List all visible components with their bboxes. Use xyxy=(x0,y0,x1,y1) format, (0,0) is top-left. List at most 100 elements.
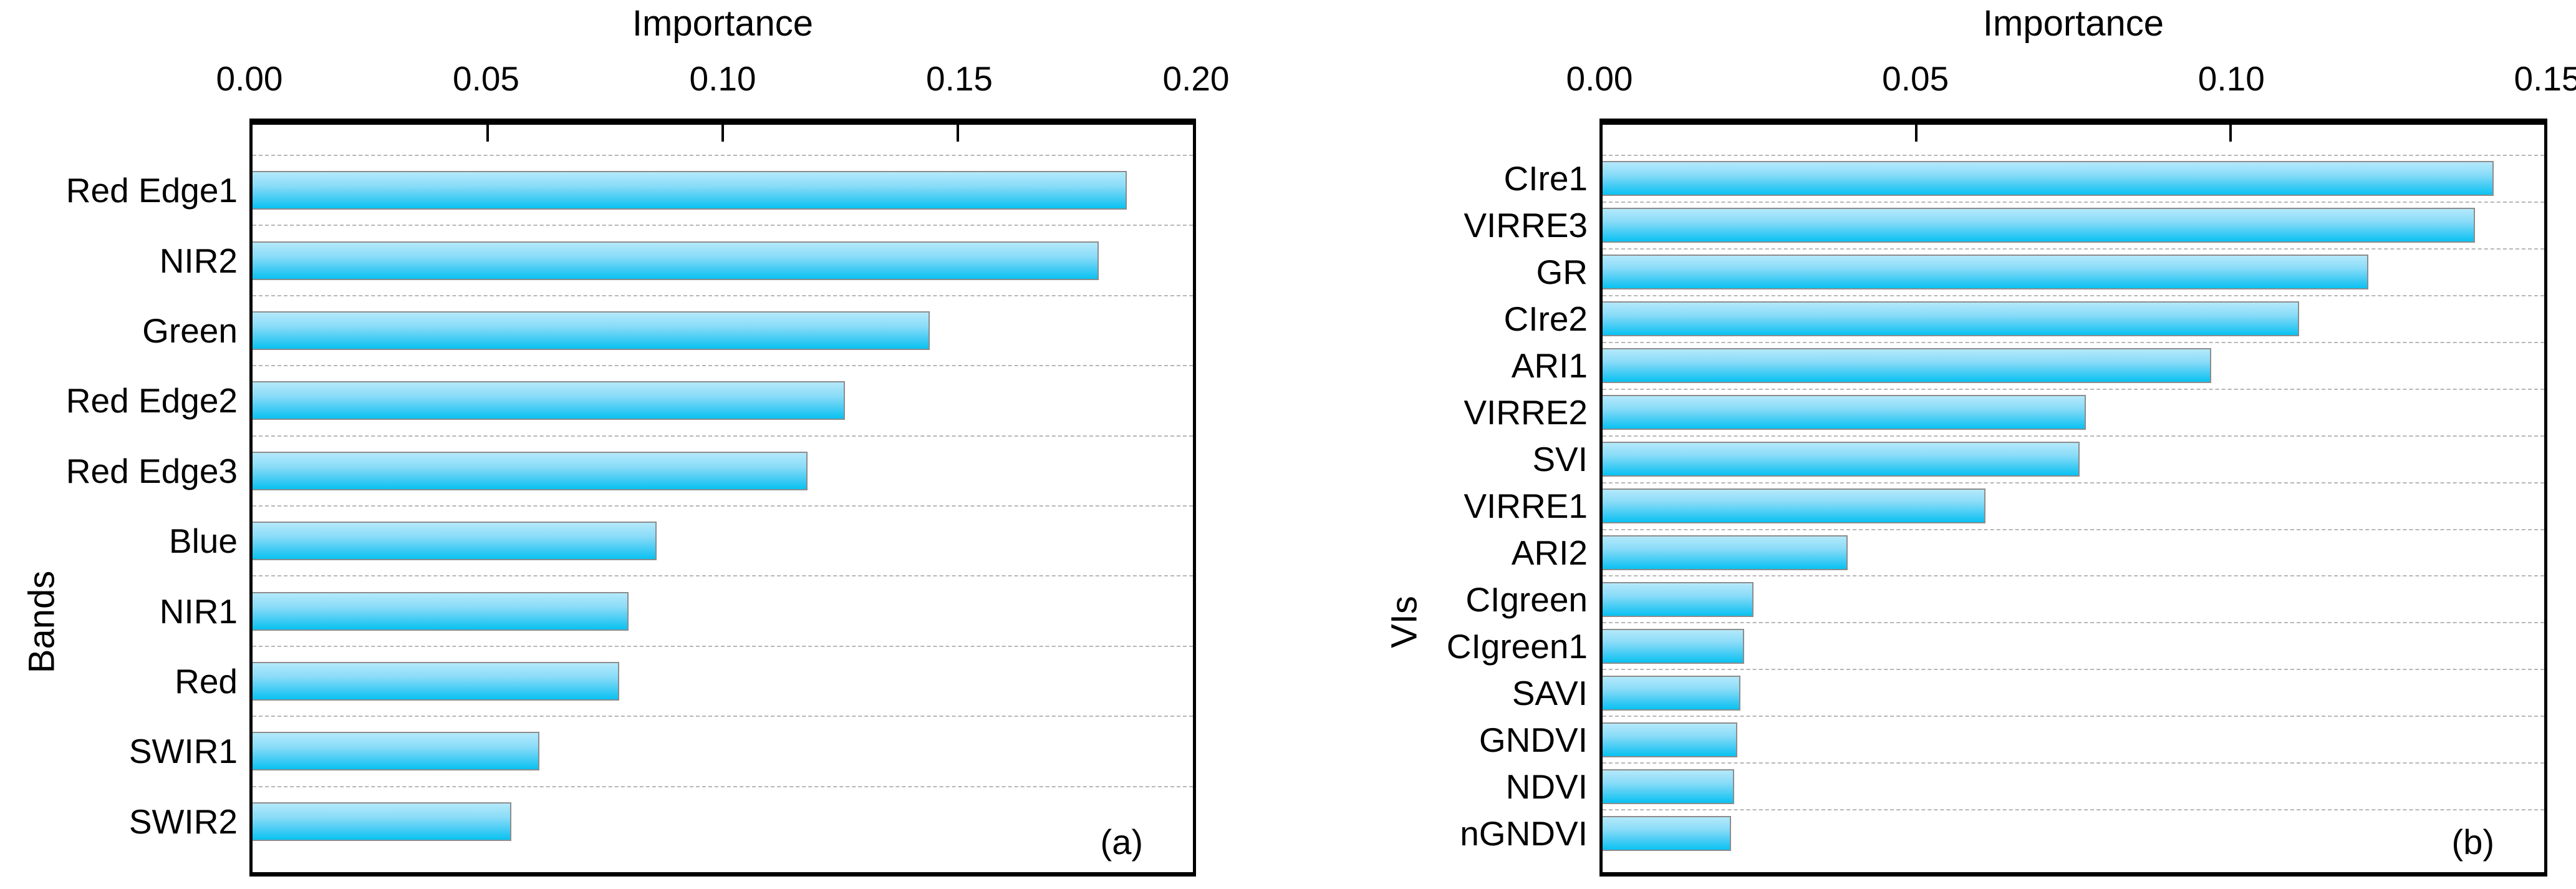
importance-bar xyxy=(1603,255,2369,290)
x-tick-mark xyxy=(957,125,959,142)
category-row: Blue xyxy=(169,505,1193,575)
category-row: ARI2 xyxy=(1512,528,2544,576)
category-row: VIRRE1 xyxy=(1464,482,2544,529)
importance-bar xyxy=(1603,815,1732,851)
category-label: CIgreen1 xyxy=(1446,626,1588,666)
importance-bar xyxy=(253,171,1127,210)
category-label: Red xyxy=(175,662,238,701)
category-label: SAVI xyxy=(1512,673,1588,712)
category-row: CIgreen1 xyxy=(1447,622,2544,669)
importance-bar xyxy=(253,451,808,490)
x-tick-labels: 0.00 0.05 0.10 0.15 xyxy=(1566,59,2576,99)
category-row: SAVI xyxy=(1512,669,2544,716)
panel-b: Importance 0.00 0.05 0.10 0.15 CIre1 VIRRE3 G… xyxy=(1384,0,2576,889)
category-row: VIRRE2 xyxy=(1464,388,2544,435)
category-row: CIre2 xyxy=(1504,294,2544,342)
importance-bar xyxy=(253,522,657,561)
importance-bar xyxy=(253,241,1099,280)
category-label: VIRRE3 xyxy=(1464,206,1588,245)
x-tick-label: 0.00 xyxy=(216,59,283,98)
category-row: SWIR1 xyxy=(129,716,1193,785)
importance-bar xyxy=(253,591,629,631)
x-tick-mark xyxy=(486,125,489,142)
importance-bar xyxy=(1603,769,1735,804)
plot-area: Red Edge1 NIR2 Green Red Edge2 Red Edge3 Blue… xyxy=(22,119,1196,877)
category-row: Red Edge3 xyxy=(66,435,1193,505)
category-row: VIRRE3 xyxy=(1464,201,2544,248)
category-label: Red Edge1 xyxy=(65,171,238,210)
category-label: Red Edge2 xyxy=(65,381,238,420)
importance-bar xyxy=(1603,581,1754,617)
x-tick-labels: 0.00 0.05 0.10 0.15 0.20 xyxy=(216,59,1229,99)
importance-bar xyxy=(253,381,846,420)
importance-bar xyxy=(1603,208,2476,243)
category-label: VIRRE1 xyxy=(1464,487,1588,526)
category-label: nGNDVI xyxy=(1460,814,1588,853)
category-row: SWIR2 xyxy=(129,785,1193,856)
category-label: CIre2 xyxy=(1503,299,1588,339)
category-row: Green xyxy=(142,294,1193,365)
rows: CIre1 VIRRE3 GR CIre2 ARI1 VIRRE2 SVI VIRRE1 ARI… xyxy=(1447,125,2544,872)
importance-bar xyxy=(1603,535,1848,570)
importance-bar xyxy=(1603,348,2212,384)
x-tick-label: 0.10 xyxy=(689,59,756,98)
x-tick-label: 0.05 xyxy=(452,59,520,98)
category-label: GR xyxy=(1536,253,1588,292)
category-label: Red Edge3 xyxy=(65,451,238,490)
panel-a: Importance 0.00 0.05 0.10 0.15 0.20 Red Edge… xyxy=(22,0,1230,889)
category-row: CIgreen xyxy=(1465,575,2544,622)
category-label: SWIR1 xyxy=(128,732,238,771)
rows: Red Edge1 NIR2 Green Red Edge2 Red Edge3 Blue… xyxy=(66,125,1193,872)
category-label: SWIR2 xyxy=(128,802,238,841)
importance-bar xyxy=(253,802,511,841)
importance-bar xyxy=(253,732,539,771)
importance-bar xyxy=(1603,301,2300,337)
x-tick-label: 0.20 xyxy=(1162,59,1230,98)
category-label: NIR1 xyxy=(159,591,238,631)
x-tick-mark xyxy=(2229,125,2232,142)
category-label: CIgreen xyxy=(1465,580,1588,619)
category-label: CIre1 xyxy=(1503,159,1588,198)
x-tick-label: 0.00 xyxy=(1566,59,1633,98)
category-label: NIR2 xyxy=(159,241,238,280)
category-row: Red Edge2 xyxy=(66,365,1193,435)
y-axis-title: VIs xyxy=(1384,596,1425,648)
y-axis-title: Bands xyxy=(21,570,62,674)
category-row: SVI xyxy=(1532,435,2544,482)
importance-bar xyxy=(1603,442,2080,477)
category-row: GNDVI xyxy=(1479,716,2544,762)
importance-bar xyxy=(1603,675,1741,711)
category-row: ARI1 xyxy=(1512,341,2544,389)
importance-bar xyxy=(1603,722,1738,757)
category-row: Red xyxy=(175,645,1193,716)
category-row: NIR1 xyxy=(160,575,1193,645)
category-row: nGNDVI xyxy=(1460,809,2544,856)
category-label: ARI2 xyxy=(1511,533,1588,572)
x-tick-mark xyxy=(721,125,724,142)
importance-bar xyxy=(253,662,620,701)
category-row: CIre1 xyxy=(1504,155,2544,202)
panel-letter: (a) xyxy=(1100,822,1143,862)
importance-bar xyxy=(253,311,930,351)
x-tick-mark xyxy=(1915,125,1918,142)
x-axis-title: Importance xyxy=(632,3,814,44)
category-row: NDVI xyxy=(1506,762,2544,809)
category-label: VIRRE2 xyxy=(1464,393,1588,432)
category-label: GNDVI xyxy=(1479,720,1588,759)
category-label: Blue xyxy=(168,522,238,561)
importance-bar xyxy=(1603,628,1744,664)
importance-bar xyxy=(1603,488,1986,524)
category-label: NDVI xyxy=(1505,767,1588,806)
x-tick-label: 0.15 xyxy=(2514,59,2576,98)
category-label: ARI1 xyxy=(1511,346,1588,386)
importance-bar xyxy=(1603,161,2494,197)
x-tick-label: 0.05 xyxy=(1882,59,1949,98)
category-row: GR xyxy=(1536,248,2544,295)
category-label: Green xyxy=(142,311,238,351)
category-row: Red Edge1 xyxy=(66,155,1193,225)
category-label: SVI xyxy=(1532,440,1588,479)
panel-letter: (b) xyxy=(2451,822,2494,862)
x-axis-title: Importance xyxy=(1982,3,2164,44)
category-row: NIR2 xyxy=(160,225,1193,294)
plot-area: CIre1 VIRRE3 GR CIre2 ARI1 VIRRE2 SVI VIRRE1 ARI… xyxy=(1384,119,2547,877)
